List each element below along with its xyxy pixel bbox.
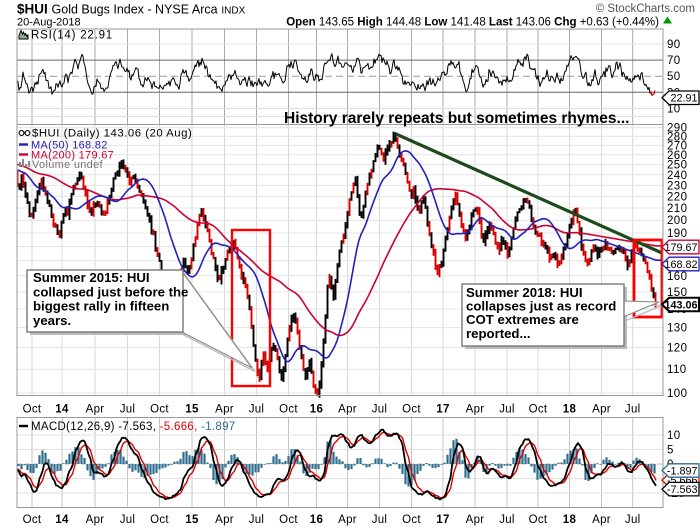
svg-text:190: 190 (667, 228, 687, 240)
svg-text:280: 280 (667, 131, 687, 143)
svg-text:MACD(12,26,9) -7.563, -5.666,: MACD(12,26,9) -7.563, -5.666, -1.897 (31, 421, 236, 433)
svg-text:14: 14 (55, 514, 69, 526)
svg-text:120: 120 (667, 343, 687, 355)
svg-text:Jul: Jul (120, 404, 136, 416)
svg-text:Jul: Jul (625, 514, 641, 526)
svg-text:MA(200) 179.67: MA(200) 179.67 (31, 150, 114, 162)
svg-text:Apr: Apr (466, 404, 485, 416)
svg-text:biggest rally in fifteen: biggest rally in fifteen (33, 299, 169, 314)
svg-text:-7.563: -7.563 (667, 484, 698, 496)
svg-text:18: 18 (563, 404, 577, 416)
svg-text:Oct: Oct (23, 514, 42, 526)
svg-text:Apr: Apr (592, 404, 611, 416)
svg-text:16: 16 (310, 404, 323, 416)
svg-text:100: 100 (667, 388, 687, 400)
svg-text:collapsed just before the: collapsed just before the (33, 284, 188, 299)
svg-text:collapses just as record: collapses just as record (466, 299, 616, 314)
svg-text:Oct: Oct (529, 404, 548, 416)
svg-text:Jul: Jul (625, 404, 641, 416)
svg-text:160: 160 (667, 271, 687, 283)
svg-text:reported...: reported... (466, 326, 530, 341)
svg-text:143.06: 143.06 (664, 300, 697, 312)
svg-text:15: 15 (185, 514, 199, 526)
svg-text:Apr: Apr (86, 404, 105, 416)
svg-text:History rarely repeats but som: History rarely repeats but sometimes rhy… (284, 110, 629, 127)
svg-text:Apr: Apr (86, 514, 105, 526)
svg-text:Apr: Apr (338, 514, 357, 526)
svg-text:Jul: Jul (499, 404, 515, 416)
svg-text:270: 270 (667, 140, 687, 152)
svg-text:$HUI (Daily) 143.06 (20 Aug): $HUI (Daily) 143.06 (20 Aug) (32, 128, 192, 140)
svg-text:200: 200 (667, 215, 687, 227)
svg-text:17: 17 (436, 404, 449, 416)
svg-text:Oct: Oct (279, 404, 298, 416)
svg-text:10: 10 (667, 104, 681, 116)
svg-text:Oct: Oct (150, 404, 169, 416)
svg-text:70: 70 (667, 55, 681, 67)
svg-text:260: 260 (667, 150, 687, 162)
svg-text:Jul: Jul (249, 514, 265, 526)
svg-text:20-Aug-2018: 20-Aug-2018 (17, 17, 81, 29)
svg-text:250: 250 (667, 160, 687, 172)
svg-text:$HUI Gold Bugs Index - NYSE Ar: $HUI Gold Bugs Index - NYSE Arca INDX (17, 2, 246, 17)
svg-text:Apr: Apr (215, 404, 234, 416)
svg-text:210: 210 (667, 203, 687, 215)
svg-text:Summer 2018: HUI: Summer 2018: HUI (466, 285, 583, 300)
svg-text:10: 10 (667, 430, 681, 442)
svg-text:18: 18 (563, 514, 577, 526)
svg-text:Apr: Apr (215, 514, 234, 526)
svg-text:240: 240 (667, 170, 687, 182)
svg-text:Apr: Apr (592, 514, 611, 526)
svg-text:MA(50) 168.82: MA(50) 168.82 (31, 140, 108, 152)
svg-text:Oct: Oct (402, 404, 421, 416)
svg-text:22.91: 22.91 (670, 93, 697, 105)
svg-text:Jul: Jul (499, 514, 515, 526)
svg-text:220: 220 (667, 191, 687, 203)
svg-text:Jul: Jul (372, 514, 388, 526)
svg-text:COT extremes are: COT extremes are (466, 312, 579, 327)
svg-text:168.82: 168.82 (664, 259, 697, 271)
svg-text:130: 130 (667, 323, 687, 335)
svg-text:Jul: Jul (120, 514, 136, 526)
svg-text:230: 230 (667, 180, 687, 192)
svg-text:16: 16 (310, 514, 323, 526)
svg-text:Oct: Oct (529, 514, 548, 526)
svg-text:© StockCharts.com: © StockCharts.com (596, 3, 695, 15)
svg-text:15: 15 (185, 404, 199, 416)
svg-text:Open 143.65 High 144.48 Low 14: Open 143.65 High 144.48 Low 141.48 Last … (286, 17, 659, 29)
svg-text:290: 290 (667, 123, 687, 135)
svg-text:14: 14 (55, 404, 69, 416)
svg-text:50: 50 (667, 71, 681, 83)
svg-text:Oct: Oct (402, 514, 421, 526)
svg-text:110: 110 (667, 364, 687, 376)
svg-text:17: 17 (436, 514, 449, 526)
svg-text:Apr: Apr (466, 514, 485, 526)
svg-text:years.: years. (33, 313, 71, 328)
svg-text:Oct: Oct (23, 404, 42, 416)
svg-text:-1.897: -1.897 (667, 466, 698, 478)
svg-text:Summer 2015: HUI: Summer 2015: HUI (33, 270, 150, 285)
svg-text:Apr: Apr (338, 404, 357, 416)
svg-text:5: 5 (667, 445, 674, 457)
svg-text:150: 150 (667, 287, 687, 299)
svg-text:90: 90 (667, 39, 681, 51)
svg-text:Oct: Oct (279, 514, 298, 526)
svg-text:179.67: 179.67 (664, 242, 697, 254)
svg-text:Jul: Jul (372, 404, 388, 416)
svg-text:RSI(14) 22.91: RSI(14) 22.91 (31, 30, 113, 42)
svg-text:Volume undef: Volume undef (32, 159, 104, 171)
svg-text:Oct: Oct (150, 514, 169, 526)
svg-text:Jul: Jul (249, 404, 265, 416)
